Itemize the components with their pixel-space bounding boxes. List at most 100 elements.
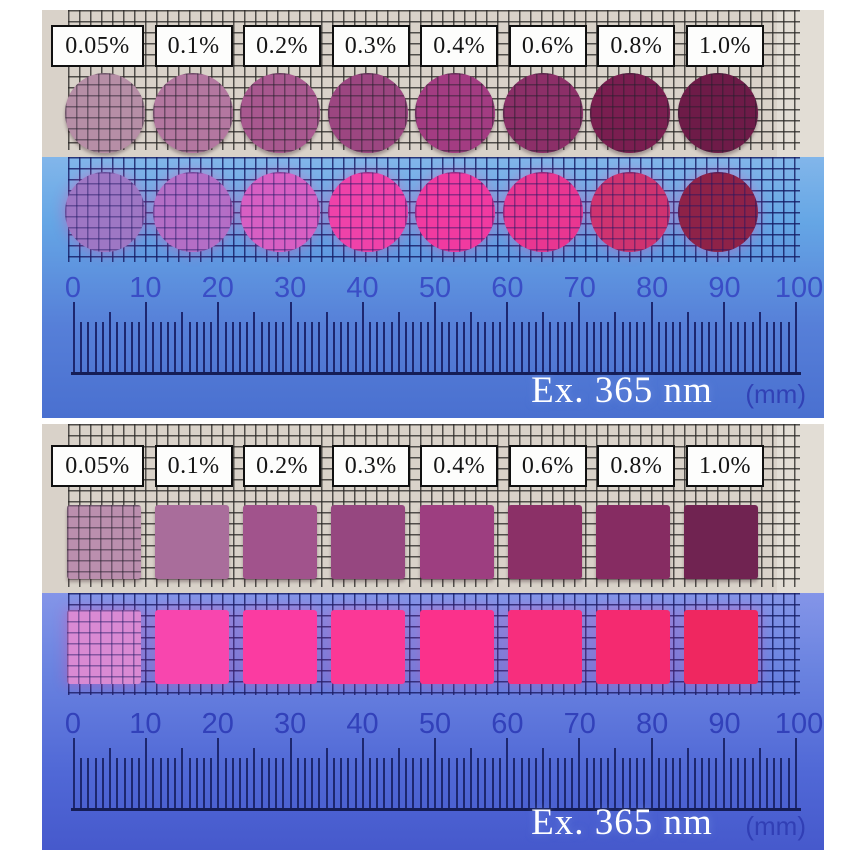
- ruler-tick: [794, 302, 797, 375]
- ruler-tick: [455, 322, 458, 375]
- ruler-tick: [116, 322, 119, 375]
- ruler-tick: [174, 758, 177, 811]
- ruler-tick: [578, 302, 581, 375]
- ruler-number: 30: [274, 708, 307, 740]
- sample-disc-uv: [677, 172, 758, 252]
- sample-disc-uv: [240, 172, 321, 252]
- ruler-number: 20: [201, 708, 234, 740]
- ruler-tick: [181, 748, 184, 811]
- ruler-tick: [607, 758, 610, 811]
- ruler-tick: [708, 322, 711, 375]
- sample-square-uv: [155, 610, 230, 684]
- ruler-tick: [73, 738, 75, 811]
- ruler-tick: [441, 322, 444, 375]
- ruler-tick: [722, 302, 725, 375]
- ruler-tick: [224, 322, 227, 375]
- ruler-tick: [520, 758, 523, 811]
- ruler-tick: [80, 758, 83, 811]
- ruler-tick: [477, 758, 480, 811]
- ruler-number: 80: [635, 272, 669, 304]
- ruler-number: 100: [774, 272, 824, 304]
- sample-disc-daylight: [677, 73, 758, 153]
- ruler-tick: [506, 302, 509, 375]
- ruler-tick: [585, 322, 588, 375]
- ruler-tick: [296, 322, 299, 375]
- ruler-number: 60: [491, 272, 524, 304]
- ruler-tick: [737, 322, 740, 375]
- ruler-tick: [282, 322, 285, 375]
- ruler-tick: [513, 758, 516, 811]
- ruler-tick: [318, 758, 321, 811]
- ruler-number: 40: [346, 708, 379, 740]
- ruler-tick: [556, 322, 559, 375]
- ruler-tick: [275, 758, 278, 811]
- ruler-tick: [527, 322, 530, 375]
- ruler-tick: [397, 312, 400, 375]
- ruler-tick: [722, 738, 725, 811]
- ruler-tick: [621, 322, 624, 375]
- ruler-tick: [549, 322, 552, 375]
- ruler-tick: [325, 312, 328, 375]
- sample-disc-daylight: [502, 73, 583, 153]
- ruler-tick: [484, 758, 487, 811]
- ruler-tick: [498, 758, 501, 811]
- ruler-number: 90: [708, 708, 741, 740]
- ruler-tick: [368, 322, 371, 375]
- ruler-tick: [643, 322, 646, 375]
- ruler-tick: [686, 748, 689, 811]
- ruler-tick: [621, 758, 624, 811]
- ruler-tick: [405, 322, 408, 375]
- ruler-tick: [275, 322, 278, 375]
- ruler-tick: [253, 748, 256, 811]
- ruler-number: 100: [774, 708, 824, 740]
- sample-square-daylight: [419, 505, 494, 579]
- concentration-label-box: 0.2%: [243, 445, 322, 487]
- concentration-label-box: 0.05%: [51, 445, 144, 487]
- ruler-tick: [563, 758, 566, 811]
- sample-square-daylight: [683, 505, 758, 579]
- ruler-tick: [520, 322, 523, 375]
- ruler-tick: [737, 758, 740, 811]
- ruler-tick: [664, 758, 667, 811]
- ruler-tick: [181, 312, 184, 375]
- ruler-tick: [73, 302, 75, 375]
- sample-square-daylight: [331, 505, 406, 579]
- ruler-tick: [188, 758, 191, 811]
- uv-square-row: [67, 610, 758, 684]
- ruler-tick: [137, 322, 140, 375]
- ruler-tick: [729, 322, 732, 375]
- ruler-tick: [679, 758, 682, 811]
- ruler-tick: [773, 758, 776, 811]
- ruler-ticks: [73, 738, 797, 811]
- ruler-tick: [210, 322, 213, 375]
- excitation-caption: Ex. 365 nm: [531, 802, 713, 843]
- ruler-tick: [390, 322, 393, 375]
- ruler-tick: [780, 758, 783, 811]
- ruler-tick: [636, 322, 639, 375]
- ruler-tick: [643, 758, 646, 811]
- ruler-tick: [304, 758, 306, 811]
- ruler-tick: [455, 758, 458, 811]
- ruler-tick: [462, 758, 465, 811]
- ruler-tick: [628, 758, 631, 811]
- ruler-tick: [311, 322, 314, 375]
- ruler-tick: [397, 748, 400, 811]
- sample-square-uv: [243, 610, 318, 684]
- uv-disc-row: [65, 172, 758, 252]
- ruler-tick: [159, 322, 162, 375]
- ruler-tick: [405, 758, 408, 811]
- concentration-label-box: 0.3%: [331, 445, 410, 487]
- ruler-tick: [766, 322, 768, 375]
- ruler-tick: [535, 322, 537, 375]
- ruler-tick: [304, 322, 306, 375]
- ruler-tick: [231, 758, 234, 811]
- ruler-tick: [296, 758, 299, 811]
- ruler-tick: [412, 322, 415, 375]
- ruler-tick: [571, 758, 574, 811]
- ruler-tick: [657, 758, 660, 811]
- sample-disc-uv: [415, 172, 496, 252]
- ruler-tick: [217, 302, 220, 375]
- ruler-tick: [383, 758, 386, 811]
- ruler-tick: [253, 312, 256, 375]
